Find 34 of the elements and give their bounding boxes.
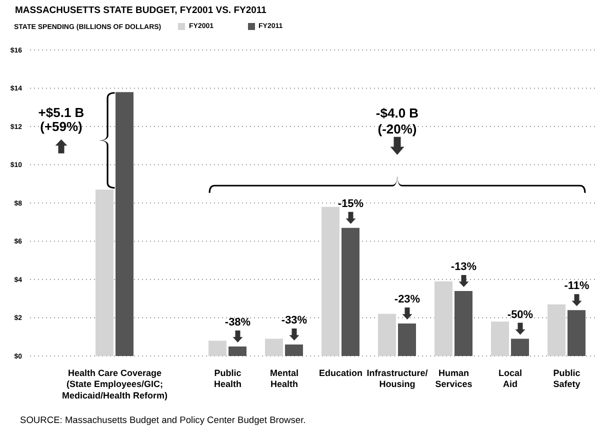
- bar: [378, 314, 396, 356]
- bar: [265, 338, 283, 356]
- bar: [511, 338, 529, 356]
- chart-title: MASSACHUSETTS STATE BUDGET, FY2001 VS. FY2011: [15, 5, 266, 16]
- x-tick-label: Health Care Coverage (State Employees/GIC; Medicaid/Health Reform): [62, 368, 168, 400]
- annotation: -33%: [281, 314, 308, 327]
- x-tick-label: Human Services: [435, 368, 472, 390]
- annotation: -$4.0 B (-20%): [376, 105, 419, 136]
- bar: [398, 323, 416, 356]
- annotation: -15%: [338, 198, 364, 210]
- bar: [434, 281, 452, 356]
- bar: [342, 228, 360, 356]
- annotation: -23%: [394, 293, 420, 306]
- source-note: SOURCE: Massachusetts Budget and Policy Center Budget Browser.: [20, 415, 306, 425]
- annotation: +$5.1 B (+59%): [38, 104, 84, 134]
- x-tick-label: Infrastructure/ Housing: [366, 368, 428, 390]
- x-tick-label: Local Aid: [498, 368, 522, 390]
- bar: [116, 92, 134, 356]
- bar: [228, 346, 246, 356]
- x-tick-label: Mental Health: [270, 368, 299, 390]
- bar: [491, 322, 509, 356]
- bar: [454, 290, 472, 356]
- annotation: -50%: [507, 308, 534, 321]
- annotation: -11%: [564, 280, 590, 292]
- bar: [568, 310, 586, 356]
- x-tick-label: Education: [318, 368, 363, 378]
- annotation: -38%: [224, 316, 251, 328]
- bar: [285, 344, 303, 356]
- bar: [548, 304, 566, 356]
- bar: [322, 206, 340, 356]
- bar: [208, 340, 226, 356]
- x-tick-label: Public Safety: [553, 368, 580, 390]
- x-tick-label: Public Health: [214, 368, 242, 390]
- annotation: -13%: [450, 260, 477, 273]
